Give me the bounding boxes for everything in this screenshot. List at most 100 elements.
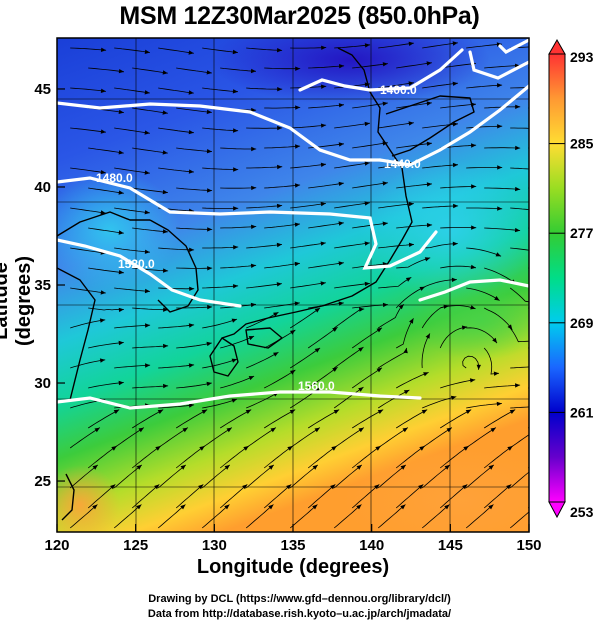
streamline-arrowhead [118,307,124,313]
streamline [202,127,239,132]
streamline-arrowhead [251,107,257,113]
streamline-arrowhead [163,307,169,312]
streamline-arrowhead [419,286,425,291]
streamline-arrowhead [248,336,255,341]
streamline [88,342,124,349]
streamline-arrowhead [118,69,124,74]
streamline-arrowhead [421,409,428,414]
streamline-arrowhead [364,121,370,127]
streamline [202,207,239,209]
streamline-arrowhead [320,162,326,167]
streamline-arrowhead [312,464,318,470]
streamline-arrowhead [207,266,213,271]
streamline-arrowhead [469,378,476,383]
contour-1520-east [418,278,529,302]
streamline [69,504,98,529]
streamline-arrowhead [94,427,100,433]
streamline-arrowhead [100,210,106,215]
streamline [395,484,424,509]
streamline-arrowhead [402,427,408,433]
streamline-arrowhead [232,89,238,94]
streamline [307,484,336,509]
x-axis-label: Longitude (degrees) [196,556,390,578]
streamline [246,351,279,369]
streamline-arrowhead [188,169,194,174]
streamline [69,427,101,449]
streamline-arrowhead [497,165,503,170]
streamline [158,404,195,409]
streamline-arrowhead [294,261,300,267]
streamline [334,44,371,49]
streamline [290,242,326,249]
streamline [352,182,388,189]
streamline [69,464,99,489]
streamline-arrowhead [180,504,186,510]
streamline [334,242,370,249]
streamline-arrowhead [425,333,430,339]
streamline [352,142,388,149]
colorbar: 293 285 277 269 261 253 [548,38,594,520]
streamline [131,445,161,469]
streamline [201,427,233,449]
streamline-arrowhead [206,149,212,154]
streamline-arrowhead [541,168,546,172]
streamline [289,464,319,489]
streamline-arrowhead [507,446,513,451]
streamline [308,222,344,229]
streamline [351,445,381,469]
streamline-arrowhead [100,88,106,93]
streamline-arrowhead [250,263,257,268]
streamline [202,285,239,289]
y-ticks: 25 30 35 40 45 [34,81,65,490]
streamline [351,409,384,429]
streamline [466,167,503,169]
streamline [70,167,106,174]
streamline [264,67,301,70]
streamline-arrowhead [533,465,538,470]
streamline [246,283,282,289]
streamline-arrowhead [243,446,249,451]
streamline [307,445,337,469]
x-tick-label: 135 [280,537,305,554]
streamline [333,346,364,369]
streamline [70,47,107,51]
streamline [439,409,472,429]
streamline [70,127,106,133]
contour-label-1400: 1400.0 [380,83,417,97]
streamline [334,202,370,209]
streamline [440,379,476,389]
streamline [466,247,502,257]
streamline-arrowhead [541,45,546,49]
streamline [246,87,283,90]
streamline [395,409,428,429]
streamline-arrowhead [201,409,208,414]
streamline [422,164,459,169]
streamline [509,511,529,529]
streamline-arrowhead [155,446,161,451]
streamline [307,366,338,389]
streamline [264,145,301,149]
streamline-arrowhead [144,249,150,254]
streamline-arrowhead [188,130,194,135]
streamline [439,326,468,349]
streamline-arrowhead [188,90,194,95]
streamline [176,342,212,349]
streamline [396,183,433,189]
streamline [333,464,363,489]
streamline [176,227,213,230]
streamline-arrowhead [118,190,124,195]
streamline-arrowhead [331,446,337,451]
contour-1400 [298,48,464,92]
streamline [378,276,412,289]
streamline-arrowhead [232,49,238,55]
streamline [422,123,459,129]
streamline [246,47,283,51]
streamline [308,262,344,269]
x-tick-label: 125 [123,537,148,554]
streamline-arrowhead [465,409,472,414]
streamline-arrowhead [206,70,212,75]
streamline-arrowhead [408,81,414,86]
streamline [264,302,300,309]
colorbar-tick-label: 277 [570,225,594,241]
coast-japan [221,47,413,339]
